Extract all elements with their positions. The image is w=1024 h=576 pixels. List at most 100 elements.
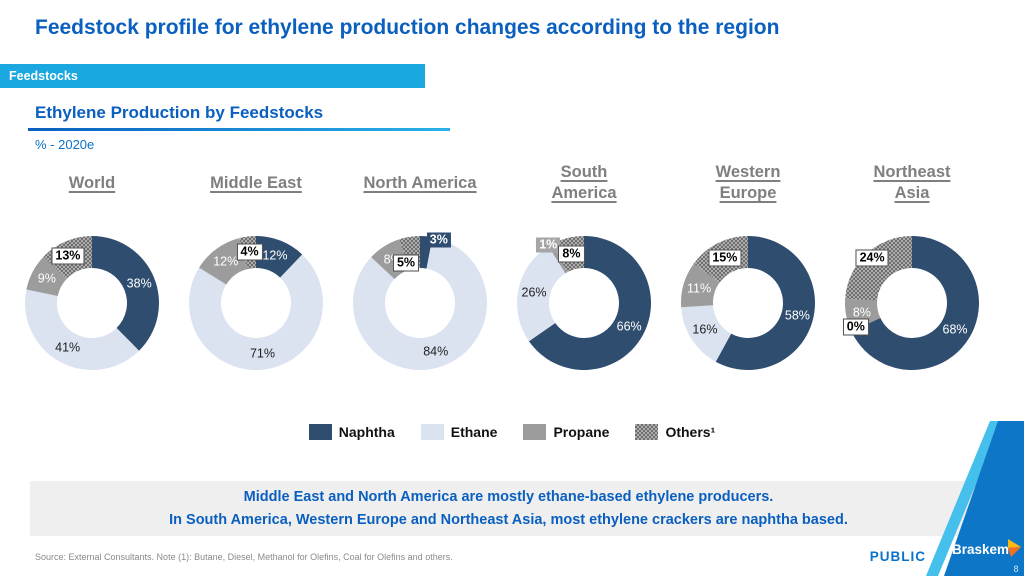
region-title-line: America — [551, 184, 617, 202]
slice-label: 68% — [942, 322, 968, 337]
region-title-line: Europe — [719, 184, 777, 202]
slice-naphtha — [92, 236, 159, 351]
slice-propane — [199, 238, 248, 285]
slice-propane — [681, 263, 720, 308]
slice-label: 4% — [236, 243, 263, 261]
legend-label: Ethane — [450, 424, 498, 440]
legend-item-others: Others¹ — [635, 424, 715, 440]
region-chart-south-america: South America 66% 26% 1% 8% — [502, 152, 666, 378]
section-title: Ethylene Production by Feedstocks — [35, 103, 324, 122]
slice-label: 12% — [213, 254, 239, 269]
unit-label: % - 2020e — [35, 137, 95, 152]
slice-label: 12% — [262, 248, 288, 263]
region-title-line: Asia — [894, 184, 930, 202]
region-title-line: Middle East — [210, 173, 302, 192]
slice-naphtha — [851, 236, 979, 370]
legend-swatch — [308, 424, 332, 440]
donut-chart — [25, 236, 159, 370]
classification-label: PUBLIC — [869, 549, 926, 564]
region-title-line: North America — [363, 173, 477, 192]
region-title: World — [69, 152, 115, 214]
slice-ethane — [25, 289, 140, 370]
region-title-line: South — [560, 163, 608, 181]
slice-naphtha — [256, 236, 303, 278]
slice-label: 26% — [521, 285, 547, 300]
donut-north-america: 3%84%8%5% — [345, 228, 495, 378]
slice-label: 13% — [51, 247, 85, 265]
braskem-corner: Braskem 8 — [926, 421, 1024, 576]
slide-title: Feedstock profile for ethylene productio… — [35, 16, 780, 39]
slice-label: 8% — [852, 305, 871, 320]
slice-label: 8% — [558, 245, 585, 263]
slice-others — [845, 236, 912, 301]
legend-item-ethane: Ethane — [420, 424, 498, 440]
callout-box: Middle East and North America are mostly… — [30, 481, 987, 536]
legend-label: Naphtha — [338, 424, 395, 440]
donut-world: 38% 41% 9% 13% — [17, 228, 167, 378]
legend-item-propane: Propane — [523, 424, 609, 440]
slice-label: 41% — [55, 340, 81, 355]
legend-label: Propane — [553, 424, 610, 440]
slice-label: 0% — [842, 318, 869, 336]
donut-chart — [681, 236, 815, 370]
slice-propane — [26, 256, 67, 296]
legend: Naphtha Ethane Propane Others¹ — [0, 424, 1024, 440]
callout-line-1: Middle East and North America are mostly… — [243, 488, 774, 505]
braskem-logo-icon — [1008, 539, 1021, 548]
slice-label: 3% — [426, 232, 451, 248]
corner-blue-shape — [944, 421, 1024, 576]
slice-label: 84% — [423, 344, 449, 358]
legend-swatch — [523, 424, 547, 440]
corner-accent-shape — [926, 421, 1002, 576]
charts-row: World 38% 41% 9% 13% Middle East 12% 71% 12% 4% No… — [10, 152, 994, 378]
donut-western-europe: 58% 16% 11% 15% — [673, 228, 823, 378]
legend-item-naphtha: Naphtha — [308, 424, 395, 440]
slice-label: 16% — [692, 322, 718, 337]
region-title: Western Europe — [716, 152, 781, 214]
region-title-line: World — [68, 173, 116, 192]
slice-label: 24% — [855, 249, 889, 267]
region-chart-world: World 38% 41% 9% 13% — [10, 152, 174, 378]
banner-label: Feedstocks — [9, 69, 78, 83]
slice-ethane — [189, 254, 323, 370]
region-chart-northeast-asia: Northeast Asia 68% 0% 8% 24% — [830, 152, 994, 378]
region-chart-western-europe: Western Europe 58% 16% 11% 15% — [666, 152, 830, 378]
donut-middle-east: 12% 71% 12% 4% — [181, 228, 331, 378]
donut-chart — [517, 236, 651, 370]
donut-northeast-asia: 68% 0% 8% 24% — [837, 228, 987, 378]
slice-label: 9% — [37, 271, 56, 286]
slice-label: 1% — [536, 237, 561, 253]
slice-label: 15% — [708, 249, 742, 267]
source-note: Source: External Consultants. Note (1): … — [35, 552, 453, 562]
donut-south-america: 66% 26% 1% 8% — [509, 228, 659, 378]
braskem-wordmark: Braskem — [952, 542, 1009, 557]
slice-ethane — [681, 305, 732, 362]
slice-label: 71% — [249, 346, 275, 361]
legend-swatch — [635, 424, 659, 440]
feedstocks-banner: Feedstocks — [0, 64, 425, 88]
region-title-line: Western — [715, 163, 781, 181]
slice-label: 38% — [126, 276, 152, 291]
slice-naphtha — [528, 236, 651, 370]
region-title: Northeast Asia — [873, 152, 950, 214]
slice-ethane — [517, 246, 566, 342]
callout-line-2: In South America, Western Europe and Nor… — [169, 511, 848, 528]
section-underline — [28, 128, 450, 131]
slice-naphtha — [715, 236, 815, 370]
slice-label: 58% — [784, 308, 810, 323]
slice-label: 66% — [616, 319, 642, 334]
donut-chart — [353, 236, 487, 370]
slice-label: 5% — [392, 254, 420, 272]
braskem-logo-icon — [1008, 547, 1021, 557]
page-number: 8 — [1013, 564, 1018, 574]
region-title: South America — [551, 152, 616, 214]
legend-swatch — [420, 424, 444, 440]
region-title: North America — [363, 152, 476, 214]
slice-ethane — [353, 237, 487, 370]
legend-label: Others¹ — [665, 424, 716, 440]
region-title-line: Northeast — [873, 163, 951, 181]
slice-label: 11% — [686, 281, 712, 296]
region-chart-middle-east: Middle East 12% 71% 12% 4% — [174, 152, 338, 378]
